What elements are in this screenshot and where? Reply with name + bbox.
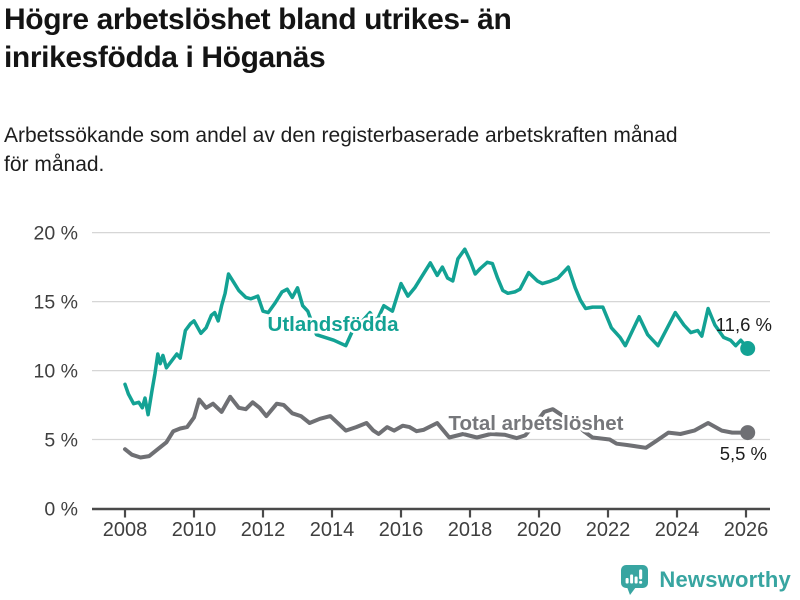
x-axis-label-2016: 2016 <box>379 519 424 541</box>
chart-subtitle-line-1: Arbetssökande som andel av den registerb… <box>4 124 678 147</box>
series-label-total-arbetsloshet: Total arbetslöshet <box>448 412 623 435</box>
newsworthy-bar-chart-bubble-icon <box>621 565 649 595</box>
x-axis-label-2022: 2022 <box>586 519 631 541</box>
y-axis-label-5pct: 5 % <box>44 430 78 452</box>
y-axis-label-0pct: 0 % <box>44 499 78 521</box>
bar-tall <box>630 574 634 584</box>
x-axis-label-2010: 2010 <box>172 519 217 541</box>
y-axis-label-10pct: 10 % <box>34 361 78 383</box>
series-line-total-arbetsloshet <box>123 394 750 460</box>
chart-title-line-2: inrikesfödda i Höganäs <box>4 41 326 74</box>
bar-small <box>626 578 630 584</box>
x-axis-label-2024: 2024 <box>655 519 700 541</box>
x-axis-label-2014: 2014 <box>310 519 355 541</box>
x-axis-label-2012: 2012 <box>241 519 286 541</box>
speech-bubble-tail <box>627 587 637 595</box>
chart-title: Högre arbetslöshet bland utrikes- än inr… <box>4 1 512 77</box>
x-axis-label-2008: 2008 <box>103 519 148 541</box>
y-axis-label-15pct: 15 % <box>34 292 78 314</box>
x-axis-label-2018: 2018 <box>448 519 493 541</box>
exclamation-dot <box>639 580 643 584</box>
chart-title-line-1: Högre arbetslöshet bland utrikes- än <box>4 3 512 36</box>
chart-subtitle: Arbetssökande som andel av den registerb… <box>4 121 678 179</box>
x-axis-label-2020: 2020 <box>517 519 562 541</box>
series-label-utlandsfodda: Utlandsfödda <box>268 313 400 336</box>
bar-medium <box>635 576 639 584</box>
series-value-label-utlandsfodda: 11,6 % <box>716 314 772 335</box>
series-line-utlandsfodda <box>123 247 750 417</box>
x-axis-label-2026: 2026 <box>724 519 769 541</box>
newsworthy-logo: Newsworthy <box>620 564 791 596</box>
series-end-dot-total-arbetsloshet <box>740 425 756 441</box>
exclamation-bar <box>639 569 643 580</box>
series-value-label-total-arbetsloshet: 5,5 % <box>720 443 767 464</box>
chart-subtitle-line-2: för månad. <box>4 153 105 176</box>
series-end-dot-utlandsfodda <box>740 341 756 356</box>
newsworthy-brand-text: Newsworthy <box>659 567 791 592</box>
y-axis-label-20pct: 20 % <box>34 223 78 245</box>
